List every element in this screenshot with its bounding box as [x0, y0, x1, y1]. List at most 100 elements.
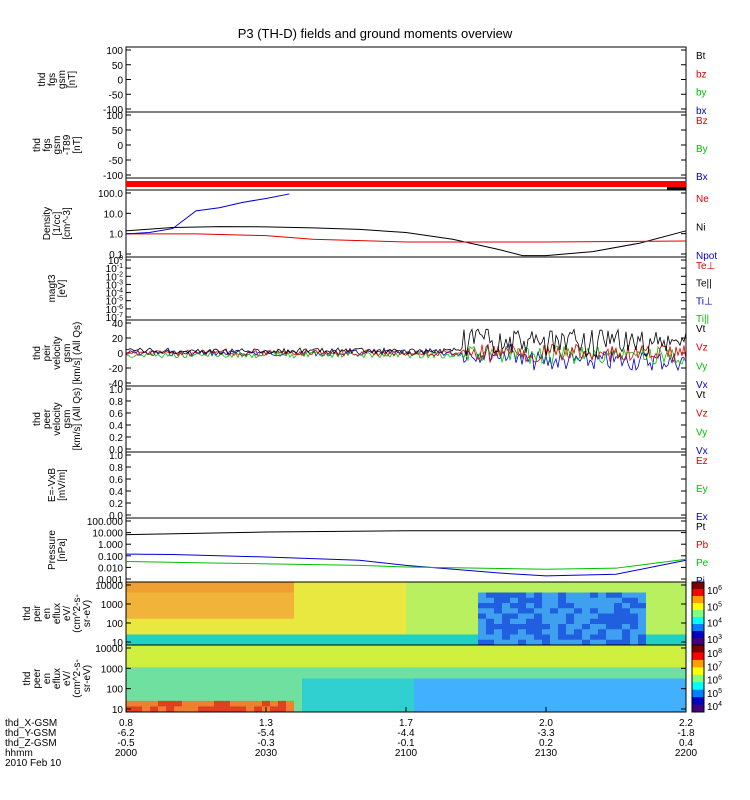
spectrogram-cell — [462, 634, 471, 641]
spectrogram-cell — [150, 592, 159, 599]
spectrogram-cell — [662, 656, 671, 663]
legend-entry: Ey — [696, 484, 708, 495]
spectrogram-cell — [390, 695, 399, 702]
spectrogram-cell — [198, 645, 207, 652]
spectrogram-cell — [254, 608, 263, 614]
spectrogram-cell — [494, 667, 503, 674]
spectrogram-cell — [430, 603, 439, 609]
spectrogram-cell — [510, 624, 519, 630]
spectrogram-cell — [342, 639, 351, 646]
spectrogram-cell — [606, 656, 615, 663]
spectrogram-cell — [654, 603, 663, 609]
spectrogram-cell — [582, 613, 591, 620]
spectrogram-cell — [150, 629, 159, 635]
y-axis-label: thd — [32, 138, 43, 152]
spectrogram-cell — [190, 684, 199, 691]
spectrogram-cell — [294, 700, 303, 707]
spectrogram-cell — [630, 624, 639, 630]
spectrogram-cell — [486, 624, 495, 630]
spectrogram-cell — [630, 613, 639, 620]
spectrogram-cell — [166, 689, 175, 696]
footer-row-value: 2030 — [255, 748, 278, 759]
spectrogram-cell — [358, 597, 367, 604]
spectrogram-cell — [622, 639, 631, 646]
spectrogram-cell — [414, 597, 423, 604]
spectrogram-cell — [262, 582, 271, 588]
spectrogram-cell — [470, 618, 479, 625]
spectrogram-cell — [582, 618, 591, 625]
spectrogram-cell — [358, 695, 367, 702]
spectrogram-cell — [246, 624, 255, 630]
spectrogram-cell — [398, 667, 407, 674]
spectrogram-cell — [630, 672, 639, 679]
spectrogram-cell — [590, 678, 599, 685]
spectrogram-cell — [174, 672, 183, 679]
spectrogram-cell — [662, 587, 671, 593]
spectrogram-cell — [382, 700, 391, 707]
spectrogram-cell — [414, 650, 423, 657]
spectrogram-cell — [366, 603, 375, 609]
spectrogram-cell — [158, 689, 167, 696]
footer-row-value: -0.1 — [397, 738, 415, 749]
spectrogram-cell — [278, 608, 287, 614]
spectrogram-cell — [190, 592, 199, 599]
spectrogram-cell — [174, 656, 183, 663]
spectrogram-cell — [574, 582, 583, 588]
y-axis-label: peer — [32, 668, 43, 689]
spectrogram-cell — [302, 689, 311, 696]
spectrogram-cell — [126, 650, 135, 657]
y-axis-label: -T89 — [62, 134, 73, 155]
spectrogram-cell — [318, 706, 327, 713]
y-axis-label: fgs — [42, 138, 53, 151]
spectrogram-cell — [230, 672, 239, 679]
spectrogram-cell — [446, 689, 455, 696]
y-axis-label: [mV/m] — [57, 469, 68, 501]
spectrogram-cell — [678, 608, 687, 614]
y-tick-label: 0.8 — [109, 397, 123, 408]
spectrogram-cell — [678, 678, 687, 685]
footer-row-value: 1.3 — [259, 718, 273, 729]
spectrogram-cell — [206, 592, 215, 599]
spectrogram-cell — [598, 695, 607, 702]
spectrogram-cell — [398, 629, 407, 635]
spectrogram-cell — [166, 634, 175, 641]
spectrogram-cell — [342, 661, 351, 668]
spectrogram-cell — [614, 667, 623, 674]
spectrogram-cell — [406, 639, 415, 646]
velocity-traces — [125, 328, 687, 372]
spectrogram-cell — [542, 661, 551, 668]
spectrogram-cell — [614, 597, 623, 604]
spectrogram-cell — [534, 689, 543, 696]
spectrogram-cell — [646, 592, 655, 599]
spectrogram-cell — [534, 629, 543, 635]
spectrogram-cell — [558, 706, 567, 713]
spectrogram-cell — [134, 667, 143, 674]
spectrogram-cell — [406, 624, 415, 630]
spectrogram-cell — [182, 706, 191, 713]
spectrogram-cell — [310, 656, 319, 663]
spectrogram-cell — [286, 613, 295, 620]
spectrogram-cell — [326, 695, 335, 702]
spectrogram-cell — [534, 645, 543, 652]
spectrogram-cell — [398, 684, 407, 691]
spectrogram-cell — [350, 689, 359, 696]
spectrogram-cell — [374, 624, 383, 630]
spectrogram-cell — [542, 639, 551, 646]
spectrogram-cell — [558, 634, 567, 641]
spectrogram-cell — [622, 608, 631, 614]
spectrogram-cell — [286, 650, 295, 657]
spectrogram-cell — [158, 624, 167, 630]
spectrogram-cell — [662, 603, 671, 609]
spectrogram-cell — [214, 603, 223, 609]
spectrogram-cell — [294, 689, 303, 696]
spectrogram-cell — [478, 645, 487, 652]
spectrogram-cell — [566, 678, 575, 685]
spectrogram-cell — [326, 608, 335, 614]
colorbar-segment — [692, 610, 704, 618]
spectrogram-cell — [142, 678, 151, 685]
spectrogram-cell — [462, 667, 471, 674]
spectrogram-cell — [246, 629, 255, 635]
y-tick-label: 1.0 — [109, 385, 123, 396]
spectrogram-cell — [190, 618, 199, 625]
